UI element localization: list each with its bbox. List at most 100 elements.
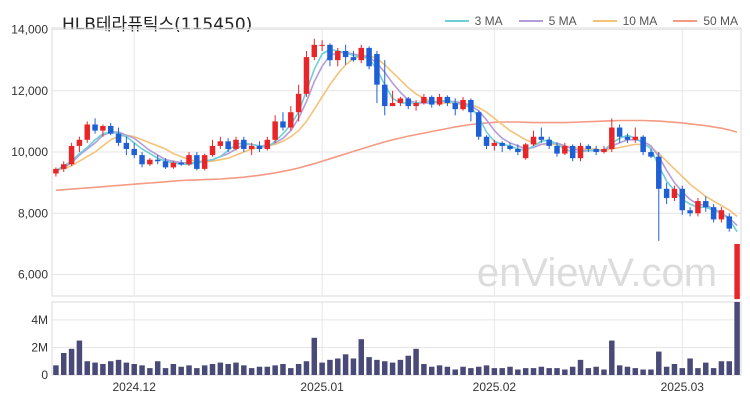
candle-body <box>656 156 662 189</box>
candle-body <box>248 145 255 149</box>
price-tick-label: 10,000 <box>11 145 48 159</box>
candle-body <box>217 141 224 146</box>
candle-body <box>84 124 90 140</box>
volume-bar <box>84 361 90 375</box>
ma3-line <box>55 48 738 233</box>
legend-item-ma10[interactable]: 10 MA <box>592 14 657 28</box>
candle-body <box>554 145 560 154</box>
candle-body <box>295 93 302 113</box>
candle-body <box>648 152 654 157</box>
candle-body <box>734 243 740 300</box>
volume-bar <box>468 368 474 375</box>
candle-body <box>397 98 404 104</box>
volume-bar <box>530 368 537 375</box>
candle-body <box>687 210 693 214</box>
volume-bar <box>734 302 740 375</box>
candle-body <box>100 126 106 131</box>
volume-bar <box>311 337 318 375</box>
candle-body <box>632 136 639 140</box>
volume-bar <box>436 365 443 375</box>
volume-bar <box>648 369 654 375</box>
volume-bar <box>107 361 114 375</box>
volume-bar <box>241 365 247 375</box>
candle-body <box>225 141 231 149</box>
volume-bar <box>726 361 732 375</box>
candle-body <box>186 155 192 165</box>
candle-body <box>577 145 584 159</box>
candle-body <box>593 148 599 153</box>
candle-body <box>358 47 365 61</box>
volume-bar <box>554 368 560 375</box>
candle-body <box>115 133 122 143</box>
candle-body <box>335 50 341 61</box>
candle-body <box>663 188 670 198</box>
volume-bar <box>538 366 545 375</box>
x-tick-label: 2024.12 <box>113 380 157 394</box>
ma10-line <box>55 54 738 218</box>
volume-bar <box>718 361 725 375</box>
candle-body <box>76 139 83 146</box>
volume-bar <box>585 368 592 375</box>
volume-bar <box>601 369 607 375</box>
volume-bar <box>491 368 498 375</box>
candle-body <box>178 162 184 165</box>
candle-body <box>413 103 419 107</box>
volume-bar <box>609 340 615 375</box>
volume-bar <box>115 359 122 375</box>
volume-bar <box>147 368 153 375</box>
candle-body <box>170 162 177 168</box>
candle-body <box>256 145 263 149</box>
candle-body <box>342 50 349 58</box>
candle-body <box>288 112 294 128</box>
volume-bar <box>123 362 130 375</box>
volume-bar <box>178 366 184 375</box>
volume-bar <box>687 358 693 375</box>
candle-body <box>311 44 318 58</box>
volume-bar <box>342 354 349 375</box>
volume-bar <box>264 366 271 375</box>
volume-bar <box>319 362 325 375</box>
volume-bar <box>194 368 200 375</box>
volume-bar <box>507 366 513 375</box>
candle-body <box>209 145 216 156</box>
volume-bar <box>695 368 701 375</box>
candle-body <box>68 145 75 165</box>
candle-body <box>303 57 310 94</box>
volume-bar <box>256 366 263 375</box>
candle-body <box>616 127 623 137</box>
candle-body <box>522 144 529 159</box>
candle-body <box>131 148 137 156</box>
legend-item-ma3[interactable]: 3 MA <box>444 14 503 28</box>
volume-bar <box>546 368 552 375</box>
legend: 3 MA 5 MA 10 MA 50 MA <box>444 14 738 28</box>
volume-bar <box>154 361 161 375</box>
candle-body <box>123 142 130 149</box>
candle-body <box>139 155 145 165</box>
candle-body <box>718 210 725 220</box>
candle-body <box>538 136 545 140</box>
volume-bar <box>295 363 302 375</box>
candle-body <box>374 54 380 85</box>
volume-bar <box>460 366 466 375</box>
volume-bar <box>217 362 224 375</box>
candle-body <box>272 121 278 140</box>
candle-body <box>710 207 717 220</box>
price-tick-label: 8,000 <box>18 206 48 220</box>
volume-bar <box>397 359 404 375</box>
volume-panel-frame <box>51 301 742 376</box>
candle-body <box>264 139 271 149</box>
volume-bar <box>562 369 568 375</box>
legend-item-ma50[interactable]: 50 MA <box>673 14 738 28</box>
x-tick-label: 2025.02 <box>473 380 517 394</box>
candle-body <box>350 57 357 61</box>
legend-item-ma5[interactable]: 5 MA <box>518 14 577 28</box>
candle-body <box>671 188 678 198</box>
volume-bar <box>201 365 208 375</box>
candle-body <box>162 161 169 168</box>
candle-body <box>233 139 239 149</box>
volume-bar <box>679 368 686 375</box>
volume-bar <box>656 351 662 375</box>
volume-bar <box>421 363 427 375</box>
volume-tick-label: 4M <box>31 313 48 327</box>
